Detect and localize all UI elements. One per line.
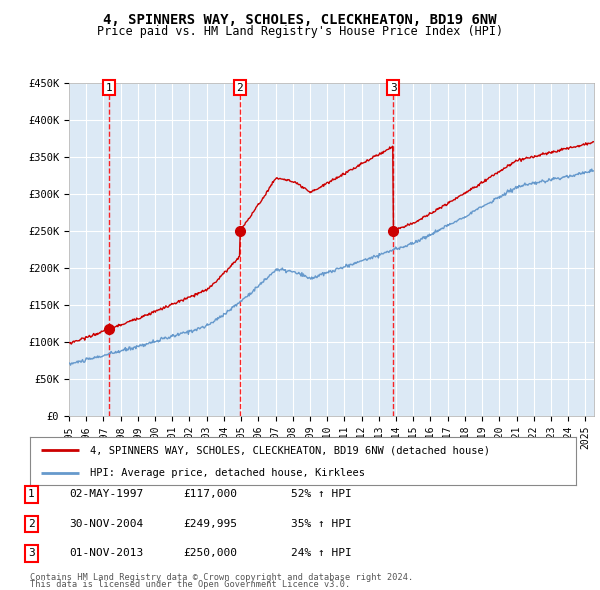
Text: 3: 3	[390, 83, 397, 93]
Text: 1: 1	[106, 83, 112, 93]
Text: £117,000: £117,000	[183, 490, 237, 499]
Text: HPI: Average price, detached house, Kirklees: HPI: Average price, detached house, Kirk…	[90, 468, 365, 478]
Text: 3: 3	[28, 549, 35, 558]
Text: 52% ↑ HPI: 52% ↑ HPI	[291, 490, 352, 499]
Text: 35% ↑ HPI: 35% ↑ HPI	[291, 519, 352, 529]
Text: 02-MAY-1997: 02-MAY-1997	[69, 490, 143, 499]
Text: £249,995: £249,995	[183, 519, 237, 529]
Text: Contains HM Land Registry data © Crown copyright and database right 2024.: Contains HM Land Registry data © Crown c…	[30, 573, 413, 582]
Text: 4, SPINNERS WAY, SCHOLES, CLECKHEATON, BD19 6NW: 4, SPINNERS WAY, SCHOLES, CLECKHEATON, B…	[103, 13, 497, 27]
Text: 24% ↑ HPI: 24% ↑ HPI	[291, 549, 352, 558]
Text: 4, SPINNERS WAY, SCHOLES, CLECKHEATON, BD19 6NW (detached house): 4, SPINNERS WAY, SCHOLES, CLECKHEATON, B…	[90, 445, 490, 455]
Text: This data is licensed under the Open Government Licence v3.0.: This data is licensed under the Open Gov…	[30, 580, 350, 589]
Text: 2: 2	[236, 83, 243, 93]
Text: Price paid vs. HM Land Registry's House Price Index (HPI): Price paid vs. HM Land Registry's House …	[97, 25, 503, 38]
Text: 2: 2	[28, 519, 35, 529]
Text: 01-NOV-2013: 01-NOV-2013	[69, 549, 143, 558]
Text: £250,000: £250,000	[183, 549, 237, 558]
Text: 1: 1	[28, 490, 35, 499]
Text: 30-NOV-2004: 30-NOV-2004	[69, 519, 143, 529]
